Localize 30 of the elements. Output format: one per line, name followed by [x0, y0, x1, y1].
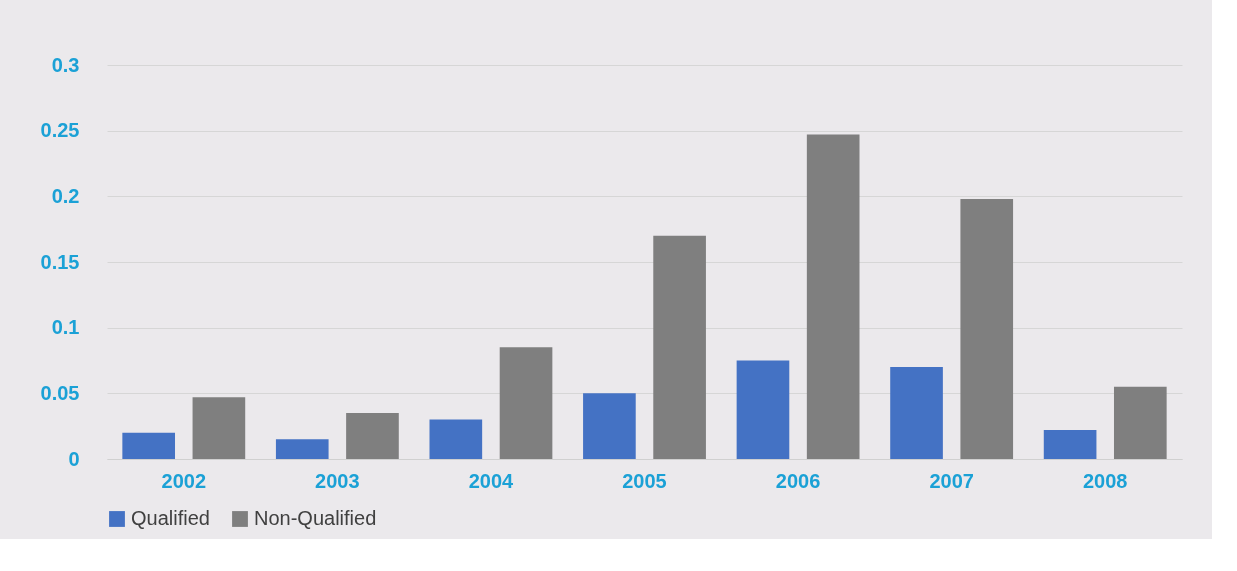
bar [890, 367, 943, 459]
bar [1113, 386, 1167, 459]
y-tick-label: 0.05 [40, 381, 80, 404]
legend-label: Qualified [131, 507, 210, 529]
bar [122, 432, 176, 459]
x-tick-label: 2004 [468, 469, 515, 492]
y-tick-label: 0.1 [51, 316, 80, 339]
y-tick-label: 0.3 [51, 53, 80, 76]
x-tick-label: 2003 [315, 469, 360, 492]
bar [960, 198, 1014, 459]
x-tick-label: 2008 [1082, 469, 1128, 492]
y-tick-label: 0.15 [40, 250, 80, 273]
bar [192, 397, 246, 459]
x-tick-label: 2005 [622, 469, 667, 492]
bar [653, 235, 706, 459]
bar [429, 419, 483, 459]
y-tick-label: 0.25 [40, 119, 80, 142]
bar [499, 347, 553, 459]
bar [346, 413, 399, 459]
y-tick-label: 0 [68, 447, 80, 470]
legend-label: Non-Qualified [254, 507, 377, 529]
y-tick-label: 0.2 [51, 184, 80, 207]
x-tick-label: 2002 [161, 469, 207, 492]
bar [583, 393, 636, 459]
bar [806, 134, 860, 459]
x-tick-label: 2007 [929, 469, 974, 492]
bar [275, 439, 329, 459]
x-tick-label: 2006 [775, 469, 821, 492]
bar [736, 360, 790, 459]
bar [1043, 430, 1097, 459]
